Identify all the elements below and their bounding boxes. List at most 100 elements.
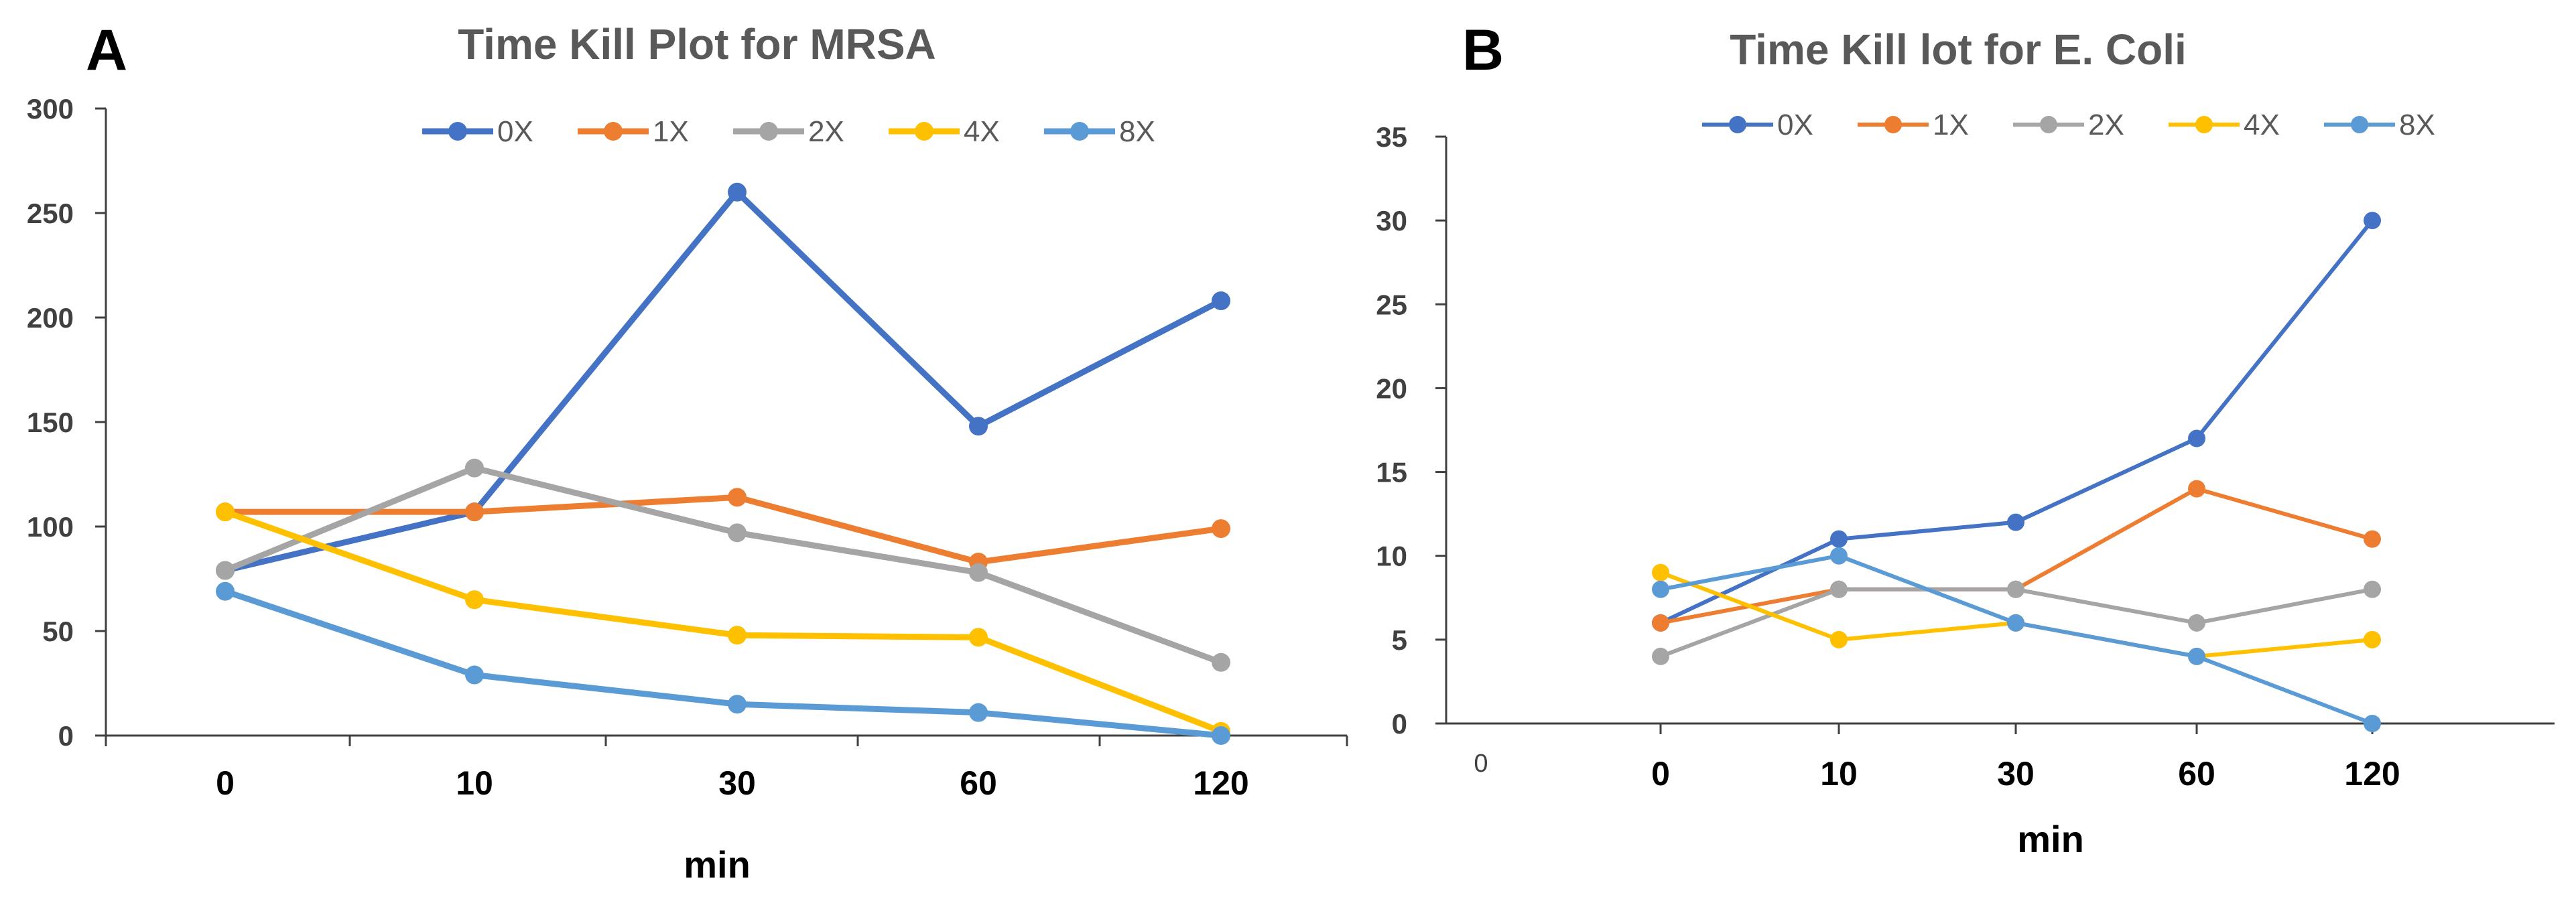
data-point-0x (1212, 291, 1230, 311)
series-mrsa (216, 182, 1230, 745)
data-point-4x (1652, 563, 1669, 581)
chart-title-ecoli: Time Kill lot for E. Coli (1730, 25, 2187, 74)
panel-label-a: A (86, 18, 127, 82)
x-tick-label: 120 (1193, 764, 1248, 802)
data-point-8x (2364, 715, 2381, 732)
y-tick-label: 25 (1376, 289, 1407, 320)
x-tick-label: 10 (1820, 755, 1858, 792)
legend-label-0x: 0X (497, 115, 533, 148)
y-tick-label: 300 (27, 93, 74, 125)
data-point-0x (2007, 513, 2024, 531)
data-point-8x (1212, 726, 1230, 745)
data-point-0x (2364, 212, 2381, 230)
data-point-4x (465, 590, 484, 610)
data-point-2x (2007, 580, 2024, 598)
data-point-8x (216, 581, 235, 601)
data-point-2x (1652, 647, 1669, 665)
x-axis-label-ecoli: min (2017, 818, 2084, 860)
legend-label-4x: 4X (2244, 109, 2280, 141)
x-tick-label: 0 (1651, 755, 1670, 792)
legend-label-8x: 8X (2399, 109, 2435, 141)
y-tick-label: 250 (27, 198, 74, 229)
data-point-2x (1830, 580, 1848, 598)
chart-mrsa: A Time Kill Plot for MRSA min 0501001502… (27, 18, 1348, 886)
x-tick-label: 30 (718, 764, 756, 802)
y-tick-label: 150 (27, 407, 74, 438)
data-point-2x (2188, 614, 2205, 632)
data-point-8x (969, 703, 988, 722)
axes-mrsa: 0 50 100 150 200 250 300 0 10 30 60 120 (27, 93, 1348, 802)
data-point-8x (1652, 580, 1669, 598)
legend-marker-8x (1070, 122, 1089, 141)
data-point-1x (2188, 480, 2205, 498)
data-point-8x (2007, 614, 2024, 632)
data-point-1x (2364, 530, 2381, 548)
data-point-0x (969, 417, 988, 436)
y-tick-label: 10 (1376, 541, 1407, 572)
x-tick-label: 60 (2178, 755, 2215, 792)
legend-label-1x: 1X (653, 115, 689, 148)
data-point-0x (2188, 429, 2205, 447)
legend-label-4x: 4X (964, 115, 1000, 148)
legend-label-2x: 2X (808, 115, 844, 148)
x-tick-label: 0 (216, 764, 235, 802)
x-tick-label: 60 (960, 764, 997, 802)
y-tick-label: 30 (1376, 205, 1407, 236)
y-tick-label: 50 (42, 616, 74, 647)
legend-label-8x: 8X (1119, 115, 1155, 148)
data-point-4x (969, 628, 988, 647)
legend-label-0x: 0X (1777, 109, 1813, 141)
x-axis-label-mrsa: min (684, 843, 751, 886)
data-point-1x (1652, 614, 1669, 632)
panel-label-b: B (1462, 18, 1504, 82)
legend-marker-0x (448, 122, 467, 141)
data-point-1x (728, 488, 747, 507)
x-tick-label: 30 (1997, 755, 2035, 792)
axes-ecoli: 0 5 10 15 20 25 30 35 0 10 30 60 120 (1376, 121, 2555, 792)
data-point-8x (1830, 547, 1848, 565)
y-tick-label: 15 (1376, 457, 1407, 488)
y-tick-label: 5 (1392, 624, 1407, 656)
legend-marker-0x (1729, 116, 1746, 133)
data-point-8x (728, 695, 747, 714)
legend-mrsa: 0X 1X 2X 4X 8X (422, 115, 1155, 148)
y-tick-label: 20 (1376, 372, 1407, 404)
y-tick-label: 100 (27, 511, 74, 543)
legend-marker-1x (604, 122, 623, 141)
y-tick-label: 0 (58, 720, 74, 752)
y-tick-label: 200 (27, 302, 74, 334)
data-point-8x (465, 665, 484, 685)
legend-marker-4x (2195, 116, 2213, 133)
legend-marker-2x (2040, 116, 2057, 133)
data-point-0x (1830, 530, 1848, 548)
data-point-8x (2188, 647, 2205, 665)
data-point-2x (465, 458, 484, 478)
legend-label-2x: 2X (2088, 109, 2124, 141)
y-tick-label: 35 (1376, 121, 1407, 153)
legend-marker-2x (759, 122, 778, 141)
data-point-2x (2364, 580, 2381, 598)
data-point-4x (2364, 630, 2381, 648)
data-point-4x (1830, 630, 1848, 648)
data-point-2x (216, 561, 235, 580)
legend-marker-1x (1884, 116, 1902, 133)
legend-marker-4x (915, 122, 933, 141)
x-tick-label: 10 (456, 764, 493, 802)
data-point-1x (1212, 519, 1230, 539)
data-point-2x (1212, 652, 1230, 672)
x-tick-label: 120 (2344, 755, 2400, 792)
series-ecoli (1652, 212, 2381, 732)
y-tick-label: 0 (1392, 708, 1407, 740)
data-point-4x (728, 626, 747, 645)
chart-ecoli: B Time Kill lot for E. Coli min 0 0 5 10 15… (1376, 18, 2555, 860)
legend-marker-8x (2351, 116, 2368, 133)
legend-label-1x: 1X (1933, 109, 1969, 141)
legend-ecoli: 0X 1X 2X 4X 8X (1702, 109, 2435, 141)
data-point-2x (728, 523, 747, 543)
data-point-2x (969, 563, 988, 582)
data-point-1x (465, 502, 484, 522)
chart-title-mrsa: Time Kill Plot for MRSA (458, 20, 936, 68)
stray-zero-label: 0 (1474, 750, 1488, 778)
